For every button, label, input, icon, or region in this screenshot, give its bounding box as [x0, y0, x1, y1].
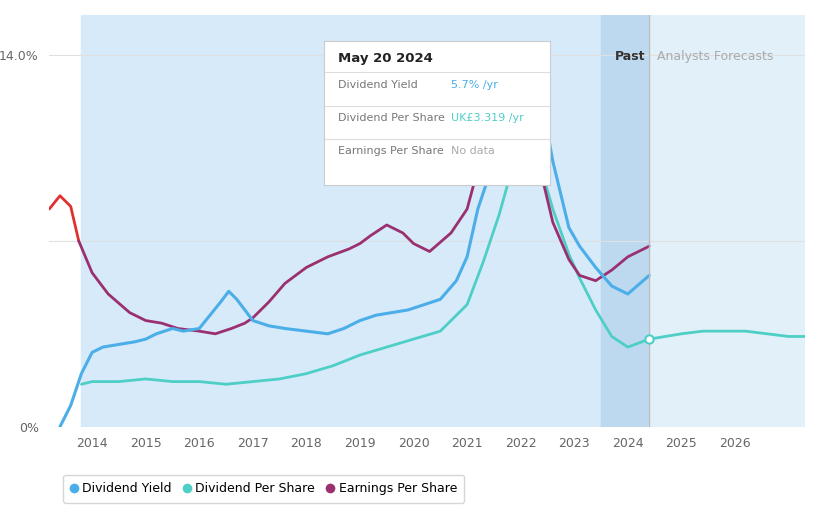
- Text: Dividend Per Share: Dividend Per Share: [338, 113, 445, 123]
- Legend: Dividend Yield, Dividend Per Share, Earnings Per Share: Dividend Yield, Dividend Per Share, Earn…: [63, 475, 465, 503]
- Text: No data: No data: [451, 146, 494, 156]
- Bar: [81, 15, 601, 427]
- Text: Earnings Per Share: Earnings Per Share: [338, 146, 443, 156]
- Text: Dividend Yield: Dividend Yield: [338, 80, 418, 90]
- Bar: [601, 15, 649, 427]
- Text: Analysts Forecasts: Analysts Forecasts: [658, 50, 773, 63]
- Bar: [649, 15, 805, 427]
- Text: May 20 2024: May 20 2024: [338, 52, 433, 65]
- Text: UK£3.319 /yr: UK£3.319 /yr: [451, 113, 524, 123]
- Text: Past: Past: [614, 50, 645, 63]
- Text: 5.7% /yr: 5.7% /yr: [451, 80, 498, 90]
